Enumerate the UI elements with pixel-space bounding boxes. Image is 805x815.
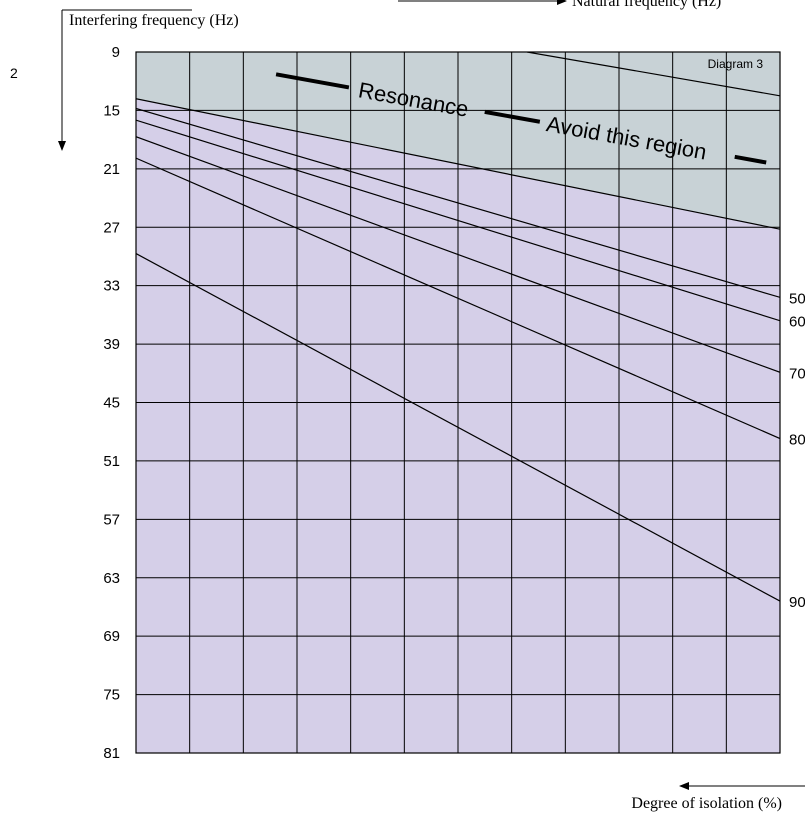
series-label-70: 70 — [789, 365, 805, 382]
annotation-dash — [734, 154, 767, 165]
isolation-line-90 — [136, 253, 780, 602]
isolation-line-60 — [136, 119, 780, 322]
y-tick-label: 33 — [103, 278, 120, 295]
page-marker: 2 — [10, 65, 18, 81]
isolation-series — [136, 107, 780, 602]
y-tick-labels: 9 15 21 27 33 39 45 51 57 63 69 75 81 — [103, 44, 120, 762]
isolation-line-50 — [136, 107, 780, 298]
series-label-60: 60 — [789, 314, 805, 331]
series-label-50: 50 — [789, 290, 805, 307]
y-axis-title: Interfering frequency (Hz) — [69, 12, 239, 29]
isolation-line-80 — [136, 157, 780, 440]
y-tick-label: 39 — [103, 336, 120, 353]
isolation-line-70 — [136, 136, 780, 373]
y-tick-label: 63 — [103, 570, 120, 587]
y-tick-label: 27 — [103, 219, 120, 236]
y-tick-label: 9 — [112, 44, 120, 61]
annotation-dash — [484, 109, 541, 124]
y-tick-label: 75 — [103, 687, 120, 704]
series-labels: 50 60 70 80 90 — [789, 290, 805, 611]
gridlines — [136, 52, 780, 753]
series-label-80: 80 — [789, 432, 805, 449]
y-tick-label: 15 — [103, 102, 120, 119]
bottom-axis-title: Degree of isolation (%) — [631, 795, 782, 812]
y-tick-label: 21 — [103, 161, 120, 178]
y-tick-label: 81 — [103, 745, 120, 762]
annotation-dash — [275, 72, 350, 90]
top-axis-title: Natural frequency (Hz) — [572, 0, 721, 10]
resonance-line — [526, 52, 780, 97]
panel-label: Diagram 3 — [708, 57, 764, 71]
resonance-boundary-line — [136, 98, 780, 230]
y-tick-label: 69 — [103, 628, 120, 645]
series-label-90: 90 — [789, 594, 805, 611]
y-tick-label: 51 — [103, 453, 120, 470]
y-tick-label: 57 — [103, 511, 120, 528]
plot-frame — [135, 51, 781, 754]
y-tick-label: 45 — [103, 395, 120, 412]
